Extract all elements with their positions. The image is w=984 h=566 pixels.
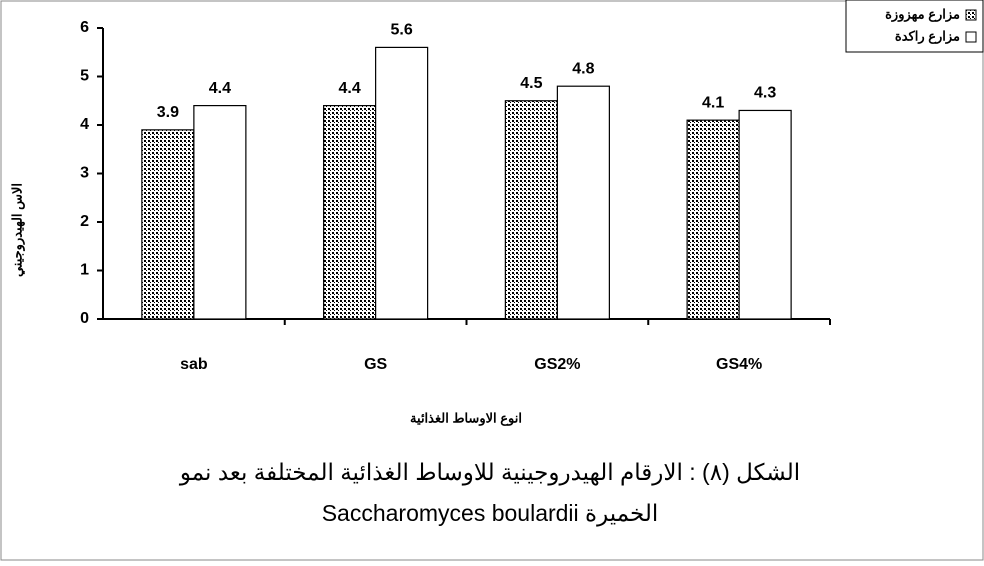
legend-swatch bbox=[965, 31, 977, 43]
y-axis-label: الاس الهيدروجيني bbox=[9, 183, 25, 277]
legend-label: مزارع مهزوزة bbox=[885, 6, 960, 22]
caption: الشكل (٨) : الارقام الهيدروجينية للاوساط… bbox=[179, 459, 800, 486]
data-label: 4.3 bbox=[754, 85, 776, 102]
y-tick-label: 1 bbox=[80, 262, 89, 279]
x-tick-label: sab bbox=[180, 356, 208, 373]
legend-box bbox=[845, 0, 984, 53]
y-tick-label: 0 bbox=[80, 310, 89, 327]
bar bbox=[686, 119, 740, 320]
data-label: 4.8 bbox=[572, 60, 594, 77]
x-axis-label: انوع الاوساط الغذائية bbox=[410, 410, 522, 426]
caption: الخميرة Saccharomyces boulardii bbox=[322, 500, 659, 527]
bar bbox=[323, 104, 377, 320]
data-label: 3.9 bbox=[157, 104, 179, 121]
legend-swatch bbox=[965, 9, 977, 21]
x-tick-label: GS4% bbox=[716, 356, 762, 373]
y-tick-label: 3 bbox=[80, 165, 89, 182]
bar bbox=[556, 85, 610, 320]
x-tick-label: GS bbox=[364, 356, 387, 373]
bar bbox=[193, 104, 247, 320]
data-label: 5.6 bbox=[391, 22, 413, 39]
y-tick-label: 6 bbox=[80, 19, 89, 36]
data-label: 4.4 bbox=[209, 80, 231, 97]
bar bbox=[504, 100, 558, 320]
y-tick-label: 5 bbox=[80, 68, 89, 85]
data-label: 4.5 bbox=[520, 75, 542, 92]
bar bbox=[738, 109, 792, 320]
bar bbox=[375, 46, 429, 320]
legend-label: مزارع راكدة bbox=[895, 28, 960, 44]
y-tick-label: 4 bbox=[80, 116, 89, 133]
bar bbox=[141, 129, 195, 320]
y-tick-label: 2 bbox=[80, 213, 89, 230]
data-label: 4.1 bbox=[702, 94, 724, 111]
data-label: 4.4 bbox=[339, 80, 361, 97]
x-tick-label: GS2% bbox=[534, 356, 580, 373]
